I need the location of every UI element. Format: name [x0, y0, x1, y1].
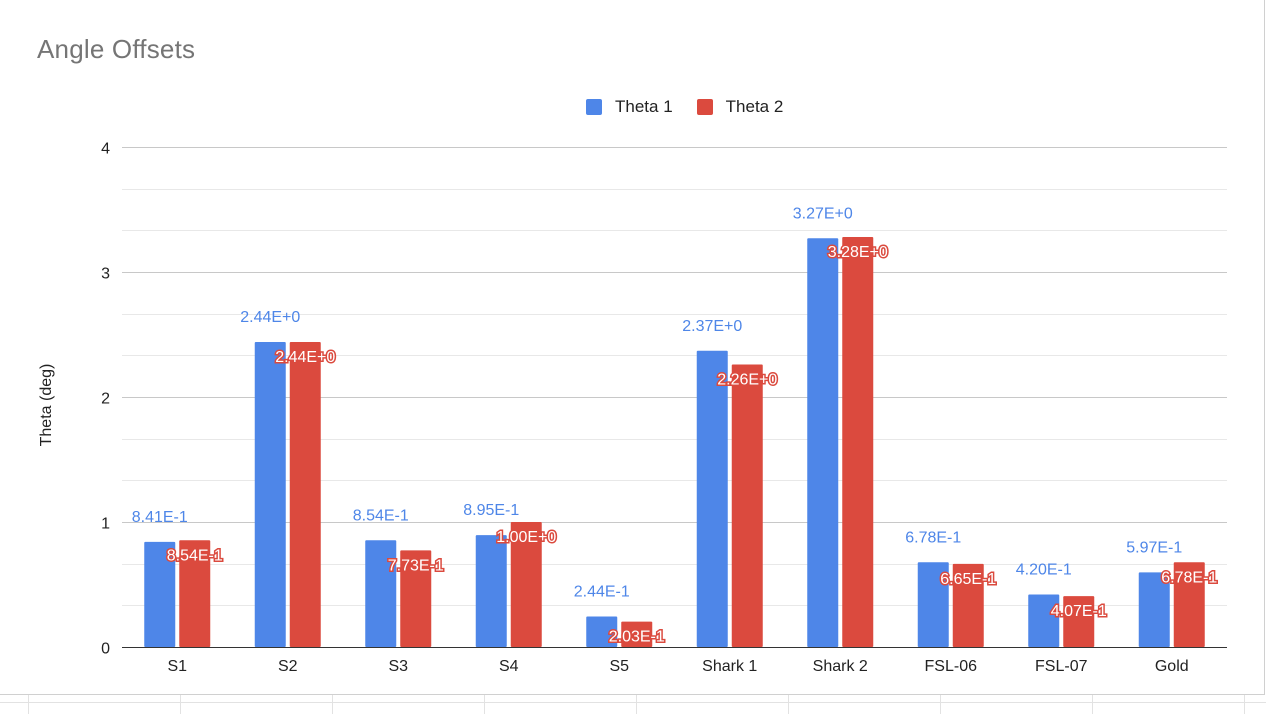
data-label-theta-2: 2.03E-1 [609, 629, 665, 646]
data-label-theta-2: 6.78E-1 [1161, 569, 1217, 586]
bar-theta-1 [1028, 594, 1060, 647]
data-label-theta-2: 1.00E+0 [496, 529, 556, 546]
bar-theta-2 [621, 621, 653, 647]
bar-theta-2 [289, 342, 321, 647]
data-label-theta-1: 2.37E+0 [682, 318, 742, 335]
x-tick-label: S2 [278, 658, 298, 675]
legend-item-theta-1[interactable]: Theta 1 [586, 97, 673, 117]
x-tick-label: S4 [499, 658, 519, 675]
x-tick-label: S1 [167, 658, 187, 675]
bar-theta-2 [1173, 562, 1205, 647]
data-label-theta-1: 8.41E-1 [132, 509, 188, 526]
legend-item-theta-2[interactable]: Theta 2 [696, 97, 784, 117]
data-label-theta-2: 2.44E+0 [275, 349, 335, 366]
legend-label-theta-1: Theta 1 [615, 97, 673, 116]
x-tick-label: Shark 2 [813, 658, 868, 675]
chart-container[interactable]: Angle Offsets Theta 1 Theta 2 Theta (deg… [0, 0, 1265, 695]
x-tick-label: Gold [1155, 658, 1189, 675]
data-label-theta-2: 2.26E+0 [717, 372, 777, 389]
data-label-theta-2: 6.65E-1 [940, 571, 996, 588]
x-tick-label: FSL-07 [1035, 658, 1088, 675]
bar-theta-2 [400, 550, 432, 647]
y-tick-label: 1 [101, 516, 110, 533]
legend-swatch-theta-2 [696, 99, 713, 115]
bar-theta-2 [842, 237, 874, 647]
bar-theta-2 [731, 364, 763, 647]
bar-theta-2 [179, 540, 211, 647]
data-label-theta-1: 2.44E+0 [240, 309, 300, 326]
legend-swatch-theta-1 [586, 99, 602, 115]
x-tick-label: S5 [609, 658, 629, 675]
bar-theta-1 [365, 540, 397, 647]
bar-theta-1 [475, 535, 507, 647]
x-tick-label: Shark 1 [702, 658, 757, 675]
data-label-theta-2: 8.54E-1 [167, 547, 223, 564]
bar-theta-2 [1063, 596, 1095, 647]
data-label-theta-2: 3.28E+0 [828, 244, 888, 261]
chart-title: Angle Offsets [37, 34, 196, 64]
bar-theta-2 [952, 563, 984, 647]
y-tick-label: 0 [101, 641, 110, 658]
data-label-theta-1: 3.27E+0 [793, 205, 853, 222]
x-tick-label: FSL-06 [925, 658, 978, 675]
data-label-theta-2: 4.07E-1 [1051, 603, 1107, 620]
bar-theta-1 [144, 541, 176, 647]
data-label-theta-1: 6.78E-1 [905, 529, 961, 546]
data-label-theta-1: 2.44E-1 [574, 584, 630, 601]
bar-theta-1 [586, 616, 618, 647]
legend-label-theta-2: Theta 2 [725, 97, 784, 116]
data-label-theta-1: 4.20E-1 [1016, 562, 1072, 579]
y-tick-label: 3 [101, 266, 110, 283]
bar-theta-1 [807, 238, 839, 647]
bar-theta-1 [254, 342, 286, 647]
bar-theta-1 [1138, 572, 1170, 647]
data-label-theta-1: 5.97E-1 [1126, 539, 1182, 556]
y-tick-label: 2 [101, 391, 110, 408]
data-label-theta-1: 8.54E-1 [353, 507, 409, 524]
data-label-theta-2: 7.73E-1 [388, 557, 444, 574]
bar-theta-1 [696, 350, 728, 647]
y-tick-label: 4 [101, 141, 110, 158]
bar-theta-1 [917, 562, 949, 647]
data-label-theta-1: 8.95E-1 [463, 502, 519, 519]
bar-theta-2 [510, 522, 542, 647]
x-tick-label: S3 [388, 658, 408, 675]
legend[interactable]: Theta 1 Theta 2 [586, 97, 807, 117]
